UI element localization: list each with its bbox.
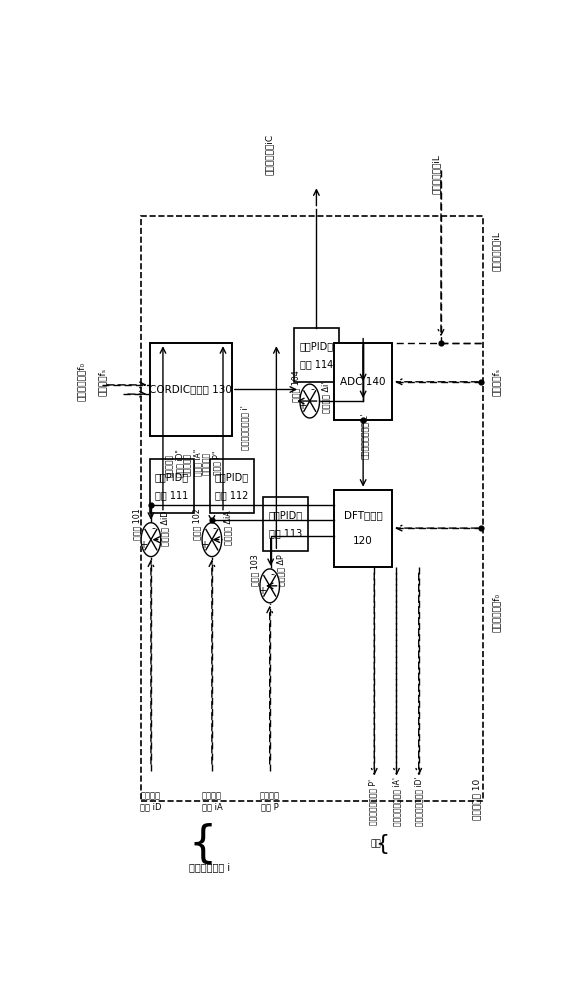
- Text: 反馈直流分量幅值 iD': 反馈直流分量幅值 iD': [414, 777, 423, 826]
- Text: 感测电流信号iL: 感测电流信号iL: [432, 154, 441, 194]
- Text: 比较器 104: 比较器 104: [292, 370, 301, 402]
- Text: 基波分量频率f₀: 基波分量频率f₀: [492, 593, 501, 632]
- Text: 数字控制器 10: 数字控制器 10: [472, 779, 481, 820]
- Text: 比较结果 Δi': 比较结果 Δi': [321, 382, 330, 413]
- Text: 数字PID控: 数字PID控: [300, 341, 333, 351]
- Point: [207, 512, 216, 528]
- Polygon shape: [202, 523, 222, 557]
- Text: 比较结果 ΔP: 比较结果 ΔP: [277, 555, 285, 586]
- Text: 采样频率fₛ: 采样频率fₛ: [98, 368, 107, 396]
- Point: [476, 374, 486, 390]
- Text: {: {: [189, 822, 217, 865]
- Text: 制器 114: 制器 114: [300, 359, 333, 369]
- Text: +: +: [298, 401, 306, 411]
- Text: 修正基波分
量幅值 iA": 修正基波分 量幅值 iA": [183, 449, 203, 476]
- Text: 比较器 102: 比较器 102: [193, 508, 201, 540]
- Text: 制器 111: 制器 111: [155, 490, 188, 500]
- Text: 控制电流信号iC: 控制电流信号iC: [265, 134, 274, 175]
- Text: 比较结果 ΔiA: 比较结果 ΔiA: [223, 511, 232, 545]
- Text: 采样频率fₛ: 采样频率fₛ: [492, 368, 501, 396]
- Text: 数字PID控: 数字PID控: [155, 472, 189, 482]
- Text: 参考电流信号 i: 参考电流信号 i: [189, 862, 230, 872]
- Text: 合成参考电流信号 i': 合成参考电流信号 i': [241, 406, 250, 450]
- FancyBboxPatch shape: [263, 497, 308, 551]
- Text: ADC 140: ADC 140: [340, 377, 386, 387]
- Text: 比较结果 ΔiD: 比较结果 ΔiD: [161, 510, 170, 546]
- Point: [476, 520, 486, 536]
- FancyBboxPatch shape: [150, 343, 232, 436]
- Polygon shape: [141, 523, 161, 557]
- Text: 比较器 101: 比较器 101: [133, 508, 142, 540]
- Point: [146, 497, 156, 513]
- Point: [436, 335, 445, 351]
- Text: 感测电流信号采样iL': 感测电流信号采样iL': [360, 412, 369, 459]
- FancyBboxPatch shape: [150, 459, 194, 513]
- Text: 基波分量频率f₀: 基波分量频率f₀: [77, 362, 86, 401]
- Text: -: -: [152, 523, 156, 533]
- Text: 数字PID控: 数字PID控: [268, 510, 302, 520]
- Text: 感测电流信号iL: 感测电流信号iL: [492, 231, 501, 271]
- Text: -: -: [311, 384, 315, 394]
- Text: {: {: [375, 834, 389, 854]
- Text: 数字PID控: 数字PID控: [215, 472, 249, 482]
- Text: 基波分量
幅值 iA: 基波分量 幅值 iA: [201, 792, 222, 811]
- Text: +: +: [139, 540, 147, 550]
- Text: 反馈基波分量幅值 iA': 反馈基波分量幅值 iA': [392, 777, 401, 826]
- Text: 基波分量
相位 P: 基波分量 相位 P: [259, 792, 280, 811]
- Point: [359, 412, 368, 428]
- Text: -: -: [213, 523, 217, 533]
- FancyBboxPatch shape: [294, 328, 339, 382]
- Text: +: +: [258, 586, 266, 596]
- Text: 120: 120: [353, 536, 373, 546]
- FancyBboxPatch shape: [334, 490, 392, 567]
- Text: 制器 113: 制器 113: [269, 528, 302, 538]
- Polygon shape: [260, 569, 280, 603]
- FancyBboxPatch shape: [210, 459, 254, 513]
- Polygon shape: [300, 384, 320, 418]
- FancyBboxPatch shape: [334, 343, 392, 420]
- Text: 直流分量
幅值 iD: 直流分量 幅值 iD: [140, 792, 162, 811]
- Text: DFT分析器: DFT分析器: [344, 510, 382, 520]
- Text: 修正基波分
量相位 P": 修正基波分 量相位 P": [201, 450, 221, 475]
- Text: 制器 112: 制器 112: [215, 490, 249, 500]
- Text: 反馈基波分量相位 P': 反馈基波分量相位 P': [369, 778, 378, 825]
- Text: -: -: [271, 569, 274, 579]
- Text: CORDIC合成器 130: CORDIC合成器 130: [149, 385, 232, 395]
- Text: 修正直流分
量幅值 iD": 修正直流分 量幅值 iD": [165, 449, 185, 477]
- Text: +: +: [200, 540, 208, 550]
- Text: 显示: 显示: [370, 839, 381, 848]
- Text: 比较器 103: 比较器 103: [250, 555, 259, 586]
